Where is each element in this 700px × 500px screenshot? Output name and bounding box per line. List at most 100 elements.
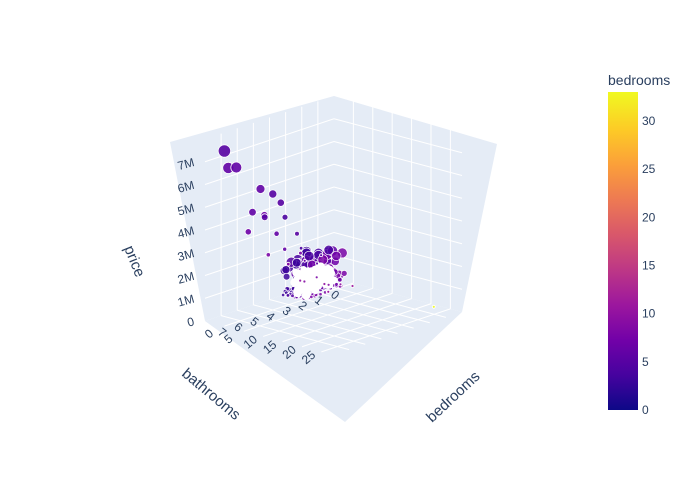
cloud-point bbox=[331, 250, 342, 261]
core-point bbox=[319, 262, 324, 267]
scene-grid[interactable] bbox=[204, 101, 463, 353]
data-points[interactable] bbox=[217, 144, 436, 309]
z-tick-label: 0 bbox=[186, 314, 196, 329]
colorbar-tick-label: 30 bbox=[642, 114, 656, 128]
data-point[interactable] bbox=[268, 189, 278, 199]
z-tick-label: 7M bbox=[176, 155, 196, 173]
gridline-price-right-wall bbox=[333, 254, 463, 290]
gridline-price-right-wall bbox=[333, 163, 463, 199]
gridline-bedrooms-floor bbox=[301, 303, 432, 348]
data-point[interactable] bbox=[302, 279, 307, 284]
data-point[interactable] bbox=[314, 275, 319, 280]
core-point bbox=[315, 279, 322, 286]
data-point[interactable] bbox=[298, 278, 303, 283]
colorbar-tick-label: 25 bbox=[642, 162, 656, 176]
data-point[interactable] bbox=[265, 252, 271, 258]
data-point[interactable] bbox=[248, 207, 257, 217]
gridline-bathrooms-floor bbox=[301, 288, 430, 324]
data-point[interactable] bbox=[273, 230, 280, 237]
colorbar-tick-label: 10 bbox=[642, 307, 656, 321]
core-point bbox=[296, 270, 301, 276]
data-point[interactable] bbox=[281, 213, 289, 221]
gridline-bathrooms-floor bbox=[220, 315, 350, 351]
gridline-bedrooms-floor bbox=[282, 298, 412, 343]
z-tick-label: 2M bbox=[176, 269, 196, 287]
data-point[interactable] bbox=[255, 184, 266, 194]
cloud-point bbox=[285, 293, 291, 298]
cloud-point bbox=[337, 277, 343, 283]
core-point bbox=[325, 268, 335, 278]
colorbar-title: bedrooms bbox=[608, 72, 670, 88]
data-point[interactable] bbox=[298, 245, 304, 251]
x-axis-title: bathrooms bbox=[178, 365, 243, 424]
cloud-point bbox=[318, 292, 323, 297]
data-point[interactable] bbox=[282, 246, 288, 252]
point-cloud-core bbox=[290, 262, 338, 300]
colorbar-gradient bbox=[608, 92, 638, 410]
gridline-bedrooms-floor bbox=[243, 287, 373, 332]
z-tick-label: 3M bbox=[176, 246, 196, 264]
z-tick-label: 1M bbox=[176, 292, 196, 310]
data-point[interactable] bbox=[322, 282, 327, 286]
y-tick-label: 0 bbox=[202, 326, 216, 341]
gridline-bedrooms-floor bbox=[321, 308, 451, 353]
cloud-point bbox=[309, 294, 314, 299]
data-point[interactable] bbox=[326, 282, 331, 287]
gridline-price-left-wall bbox=[204, 186, 335, 231]
data-point[interactable] bbox=[276, 198, 285, 207]
colorbar-tick-label: 0 bbox=[642, 403, 649, 417]
data-point[interactable] bbox=[326, 289, 331, 294]
colorbar: bedrooms 0 5 10 15 20 25 30 bbox=[608, 72, 670, 417]
gridline-price-right-wall bbox=[333, 118, 463, 154]
data-point[interactable] bbox=[319, 253, 324, 258]
data-point[interactable] bbox=[338, 282, 343, 287]
gridline-bathrooms-floor bbox=[237, 309, 366, 345]
gridline-price-right-wall bbox=[333, 209, 463, 245]
core-point bbox=[308, 276, 314, 282]
gridline-bathrooms-floor bbox=[269, 299, 398, 334]
core-point bbox=[323, 265, 328, 271]
data-point[interactable] bbox=[217, 144, 231, 158]
gridline-price-left-wall bbox=[204, 209, 335, 254]
cloud-point bbox=[291, 257, 302, 268]
gridline-bathrooms-floor bbox=[253, 304, 382, 340]
data-point[interactable] bbox=[302, 258, 307, 263]
colorbar-tick-label: 15 bbox=[642, 259, 656, 273]
data-point[interactable] bbox=[350, 284, 355, 288]
data-point[interactable] bbox=[260, 213, 269, 222]
z-tick-label: 4M bbox=[176, 223, 196, 241]
gridline-bedrooms-floor bbox=[263, 292, 393, 337]
data-point[interactable] bbox=[230, 161, 243, 174]
cloud-point bbox=[323, 244, 334, 256]
cloud-point bbox=[290, 293, 295, 298]
cloud-point bbox=[340, 270, 348, 277]
data-point[interactable] bbox=[286, 261, 291, 267]
colorbar-tick-label: 5 bbox=[642, 355, 649, 369]
z-axis-title: price bbox=[120, 243, 148, 280]
gridline-bedrooms-floor bbox=[224, 282, 354, 327]
gridline-price-left-wall bbox=[204, 141, 335, 185]
cloud-point bbox=[282, 272, 291, 281]
gridline-bathrooms-floor bbox=[317, 282, 447, 318]
colorbar-ticks: 0 5 10 15 20 25 30 bbox=[642, 114, 656, 417]
cloud-point bbox=[281, 292, 286, 298]
y-axis-title: bedrooms bbox=[423, 368, 483, 426]
core-point bbox=[307, 290, 312, 295]
data-point[interactable] bbox=[294, 230, 300, 237]
gridline-price-right-wall bbox=[333, 232, 463, 267]
data-point[interactable] bbox=[298, 250, 303, 256]
data-point[interactable] bbox=[431, 304, 436, 309]
data-point[interactable] bbox=[315, 261, 319, 266]
z-tick-label: 6M bbox=[176, 178, 196, 196]
colorbar-tick-label: 20 bbox=[642, 210, 656, 224]
back-right-pane bbox=[334, 96, 497, 312]
gridline-price-right-wall bbox=[333, 186, 463, 222]
gridline-price-left-wall bbox=[204, 163, 335, 208]
gridline-price-right-wall bbox=[333, 141, 463, 176]
z-tick-label: 5M bbox=[176, 201, 196, 219]
gridline-bathrooms-floor bbox=[285, 293, 414, 329]
data-point[interactable] bbox=[244, 228, 252, 236]
core-point bbox=[303, 281, 311, 289]
